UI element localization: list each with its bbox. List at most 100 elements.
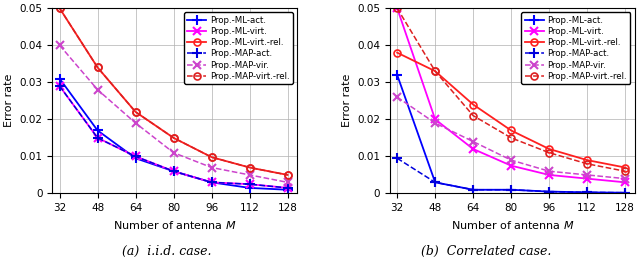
- Prop.-ML-virt.: [431, 118, 439, 121]
- Prop.-MAP-act.: [431, 181, 439, 184]
- Prop.-MAP-vir.: [93, 88, 101, 91]
- Prop.-MAP-act.: [469, 188, 477, 191]
- Legend: Prop.-ML-act., Prop.-ML-virt., Prop.-ML-virt.-rel., Prop.-MAP-act., Prop.-MAP-vi: Prop.-ML-act., Prop.-ML-virt., Prop.-ML-…: [522, 13, 630, 84]
- Prop.-MAP-virt.-rel.: [394, 7, 401, 10]
- Prop.-MAP-act.: [246, 183, 253, 186]
- Prop.-MAP-vir.: [469, 140, 477, 143]
- Prop.-MAP-virt.-rel.: [246, 166, 253, 169]
- Prop.-ML-virt.: [508, 164, 515, 167]
- Line: Prop.-MAP-act.: Prop.-MAP-act.: [392, 153, 630, 198]
- Prop.-ML-virt.-rel.: [545, 147, 553, 151]
- Text: (a)  i.i.d. case.: (a) i.i.d. case.: [122, 245, 211, 258]
- Prop.-ML-act.: [621, 191, 629, 194]
- Line: Prop.-ML-virt.: Prop.-ML-virt.: [393, 4, 629, 187]
- Prop.-ML-virt.: [56, 84, 63, 87]
- Line: Prop.-ML-virt.: Prop.-ML-virt.: [56, 82, 292, 192]
- Line: Prop.-ML-act.: Prop.-ML-act.: [392, 70, 630, 198]
- Prop.-ML-virt.: [394, 7, 401, 10]
- Prop.-ML-virt.: [132, 155, 140, 158]
- Prop.-ML-virt.: [246, 183, 253, 186]
- Prop.-MAP-vir.: [431, 121, 439, 124]
- Prop.-MAP-act.: [394, 157, 401, 160]
- Prop.-MAP-vir.: [284, 181, 291, 184]
- Prop.-ML-virt.-rel.: [621, 166, 629, 169]
- Prop.-MAP-act.: [545, 190, 553, 193]
- Prop.-ML-virt.-rel.: [246, 166, 253, 169]
- Prop.-ML-act.: [508, 188, 515, 191]
- Line: Prop.-MAP-vir.: Prop.-MAP-vir.: [56, 41, 292, 187]
- Prop.-ML-virt.: [583, 177, 591, 180]
- Prop.-MAP-virt.-rel.: [208, 156, 216, 159]
- Prop.-MAP-virt.-rel.: [431, 70, 439, 73]
- Line: Prop.-ML-virt.-rel.: Prop.-ML-virt.-rel.: [394, 49, 628, 171]
- Prop.-MAP-act.: [508, 188, 515, 191]
- Prop.-ML-act.: [583, 191, 591, 194]
- Prop.-MAP-virt.-rel.: [545, 151, 553, 154]
- Prop.-ML-virt.: [469, 147, 477, 151]
- Prop.-ML-virt.-rel.: [583, 158, 591, 162]
- Line: Prop.-MAP-act.: Prop.-MAP-act.: [54, 81, 292, 193]
- Prop.-MAP-act.: [93, 136, 101, 139]
- Prop.-MAP-act.: [56, 84, 63, 87]
- Prop.-MAP-virt.-rel.: [56, 7, 63, 10]
- Prop.-ML-virt.-rel.: [56, 7, 63, 10]
- Prop.-MAP-vir.: [583, 173, 591, 176]
- Text: (b)  Correlated case.: (b) Correlated case.: [421, 245, 552, 258]
- Prop.-ML-virt.-rel.: [469, 103, 477, 106]
- Prop.-MAP-vir.: [132, 121, 140, 124]
- Prop.-ML-virt.-rel.: [508, 129, 515, 132]
- Line: Prop.-MAP-virt.-rel.: Prop.-MAP-virt.-rel.: [394, 5, 628, 175]
- Prop.-ML-act.: [394, 73, 401, 76]
- Prop.-MAP-virt.-rel.: [583, 162, 591, 165]
- Prop.-MAP-virt.-rel.: [508, 136, 515, 139]
- Prop.-MAP-vir.: [246, 173, 253, 176]
- X-axis label: Number of antenna $M$: Number of antenna $M$: [451, 219, 574, 231]
- Line: Prop.-MAP-vir.: Prop.-MAP-vir.: [393, 93, 629, 183]
- Prop.-MAP-act.: [583, 191, 591, 194]
- Prop.-MAP-act.: [170, 170, 177, 173]
- Prop.-ML-act.: [56, 77, 63, 80]
- Prop.-MAP-vir.: [56, 44, 63, 47]
- Prop.-MAP-vir.: [621, 177, 629, 180]
- Line: Prop.-MAP-virt.-rel.: Prop.-MAP-virt.-rel.: [56, 5, 291, 179]
- Line: Prop.-ML-virt.-rel.: Prop.-ML-virt.-rel.: [56, 5, 291, 179]
- Prop.-ML-virt.-rel.: [431, 70, 439, 73]
- Prop.-ML-act.: [284, 188, 291, 191]
- Prop.-ML-virt.: [545, 173, 553, 176]
- Prop.-ML-act.: [431, 181, 439, 184]
- Prop.-ML-virt.-rel.: [284, 173, 291, 176]
- Prop.-MAP-vir.: [545, 170, 553, 173]
- Prop.-ML-act.: [208, 181, 216, 184]
- Prop.-MAP-virt.-rel.: [132, 110, 140, 114]
- Prop.-MAP-virt.-rel.: [170, 136, 177, 139]
- Prop.-ML-act.: [132, 157, 140, 160]
- Y-axis label: Error rate: Error rate: [342, 74, 352, 128]
- Y-axis label: Error rate: Error rate: [4, 74, 14, 128]
- Legend: Prop.-ML-act., Prop.-ML-virt., Prop.-ML-virt.-rel., Prop.-MAP-act., Prop.-MAP-vi: Prop.-ML-act., Prop.-ML-virt., Prop.-ML-…: [184, 13, 292, 84]
- Prop.-MAP-virt.-rel.: [621, 170, 629, 173]
- X-axis label: Number of antenna $M$: Number of antenna $M$: [113, 219, 236, 231]
- Prop.-MAP-vir.: [394, 96, 401, 99]
- Prop.-ML-virt.: [93, 136, 101, 139]
- Prop.-ML-virt.-rel.: [170, 136, 177, 139]
- Prop.-ML-act.: [93, 129, 101, 132]
- Prop.-MAP-virt.-rel.: [93, 66, 101, 69]
- Prop.-ML-virt.: [170, 170, 177, 173]
- Prop.-ML-virt.-rel.: [93, 66, 101, 69]
- Prop.-ML-virt.: [284, 186, 291, 189]
- Prop.-ML-act.: [469, 188, 477, 191]
- Prop.-MAP-virt.-rel.: [469, 114, 477, 117]
- Prop.-ML-virt.: [208, 181, 216, 184]
- Prop.-ML-act.: [246, 186, 253, 189]
- Prop.-MAP-vir.: [170, 151, 177, 154]
- Line: Prop.-ML-act.: Prop.-ML-act.: [54, 74, 292, 195]
- Prop.-ML-virt.: [621, 181, 629, 184]
- Prop.-MAP-act.: [132, 155, 140, 158]
- Prop.-MAP-vir.: [208, 166, 216, 169]
- Prop.-ML-virt.-rel.: [132, 110, 140, 114]
- Prop.-ML-virt.-rel.: [208, 156, 216, 159]
- Prop.-MAP-act.: [621, 191, 629, 194]
- Prop.-MAP-act.: [208, 181, 216, 184]
- Prop.-ML-act.: [545, 190, 553, 193]
- Prop.-ML-act.: [170, 170, 177, 173]
